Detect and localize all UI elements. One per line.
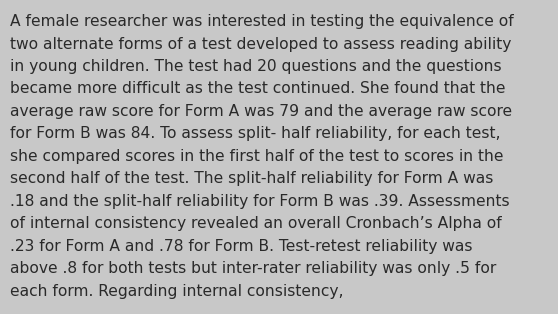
Text: each form. Regarding internal consistency,: each form. Regarding internal consistenc…: [10, 284, 344, 299]
Text: two alternate forms of a test developed to assess reading ability: two alternate forms of a test developed …: [10, 37, 512, 51]
Text: second half of the test. The split-half reliability for Form A was: second half of the test. The split-half …: [10, 171, 493, 186]
Text: above .8 for both tests but inter-rater reliability was only .5 for: above .8 for both tests but inter-rater …: [10, 261, 496, 276]
Text: for Form B was 84. To assess split- half reliability, for each test,: for Form B was 84. To assess split- half…: [10, 127, 501, 141]
Text: of internal consistency revealed an overall Cronbach’s Alpha of: of internal consistency revealed an over…: [10, 216, 502, 231]
Text: she compared scores in the first half of the test to scores in the: she compared scores in the first half of…: [10, 149, 503, 164]
Text: .23 for Form A and .78 for Form B. Test-retest reliability was: .23 for Form A and .78 for Form B. Test-…: [10, 239, 473, 254]
Text: became more difficult as the test continued. She found that the: became more difficult as the test contin…: [10, 82, 506, 96]
Text: .18 and the split-half reliability for Form B was .39. Assessments: .18 and the split-half reliability for F…: [10, 194, 509, 209]
Text: average raw score for Form A was 79 and the average raw score: average raw score for Form A was 79 and …: [10, 104, 512, 119]
Text: A female researcher was interested in testing the equivalence of: A female researcher was interested in te…: [10, 14, 514, 29]
Text: in young children. The test had 20 questions and the questions: in young children. The test had 20 quest…: [10, 59, 502, 74]
